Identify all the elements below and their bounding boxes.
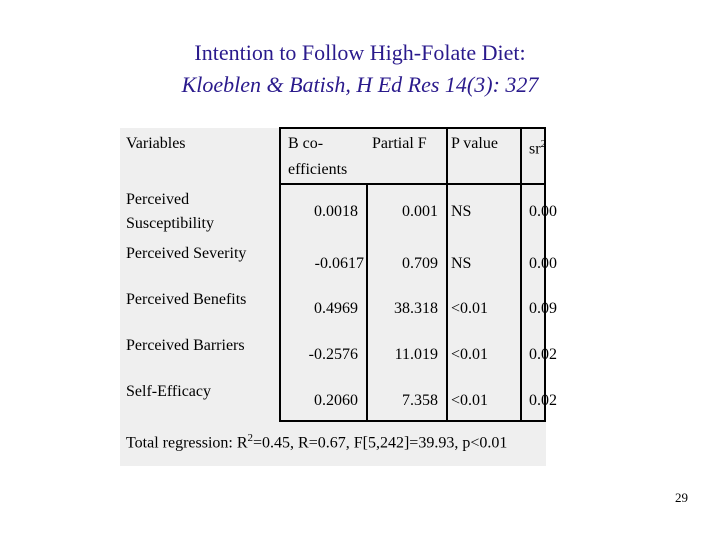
row-3-partial-f: 38.318 [394,300,438,317]
row-1-p-value: NS [451,203,472,220]
row-2-sr2: 0.00 [529,255,557,272]
row-5-partial-f: 7.358 [402,392,438,409]
header-variables: Variables [126,135,186,152]
table-column-divider-2 [446,127,448,422]
row-1-variable-line1: Perceived [126,191,190,208]
row-1-b-coefficient: 0.0018 [314,203,358,220]
row-4-partial-f: 11.019 [394,346,438,363]
table-left-border [279,127,281,422]
row-3-b-coefficient: 0.4969 [314,300,358,317]
row-1-variable-line2: Susceptibility [126,215,214,232]
table-column-divider-1 [366,183,368,422]
row-3-sr2: 0.09 [529,300,557,317]
header-sr2: sr2 [529,132,546,161]
row-5-variable: Self-Efficacy [126,383,211,400]
header-p-value: P value [451,135,498,152]
row-1-sr2: 0.00 [529,203,557,220]
header-sr2-superscript: 2 [540,138,547,150]
row-1-partial-f: 0.001 [402,203,438,220]
row-2-b-coefficient: -0.0617 [314,255,364,272]
header-b-coefficients-line2: efficients [288,161,348,178]
row-5-b-coefficient: 0.2060 [314,392,358,409]
row-5-sr2: 0.02 [529,392,557,409]
row-3-p-value: <0.01 [451,300,489,317]
page-number: 29 [675,490,688,505]
total-regression-summary: Total regression: R2=0.45, R=0.67, F[5,2… [126,426,507,455]
row-5-p-value: <0.01 [451,392,489,409]
slide-title: Intention to Follow High-Folate Diet: [194,40,526,65]
row-4-p-value: <0.01 [451,346,489,363]
total-regression-superscript: 2 [247,432,254,444]
header-partial-f: Partial F [372,135,427,152]
table-column-divider-3 [520,127,522,422]
table-right-border [544,127,546,422]
slide-subtitle: Kloeblen & Batish, H Ed Res 14(3): 327 [181,72,539,97]
header-sr2-base: sr [529,140,541,158]
total-regression-prefix: Total regression: R [126,434,248,452]
row-4-variable: Perceived Barriers [126,337,245,354]
row-3-variable: Perceived Benefits [126,291,247,308]
row-2-p-value: NS [451,255,472,272]
total-regression-stats: =0.45, R=0.67, F[5,242]=39.93, p<0.01 [253,434,508,452]
table-top-border [280,127,546,129]
table-body-bottom-border [280,420,546,422]
row-4-b-coefficient: -0.2576 [308,346,358,363]
row-2-variable: Perceived Severity [126,245,247,262]
header-b-coefficients-line1: B co- [288,135,324,152]
table-header-divider [280,183,546,185]
row-4-sr2: 0.02 [529,346,557,363]
row-2-partial-f: 0.709 [402,255,438,272]
